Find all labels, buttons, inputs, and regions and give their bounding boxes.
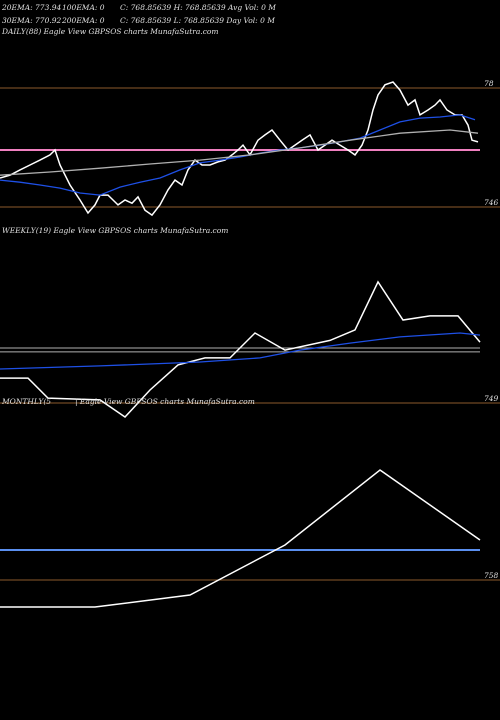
panel-title: | Eagle View GBPSOS charts MunafaSutra.c… (75, 397, 255, 406)
price-line (0, 332, 481, 370)
y-tick-label: 746 (484, 198, 499, 207)
price-line (0, 469, 481, 608)
price-line (0, 81, 479, 217)
panel-title: MONTHLY(5 (1, 397, 51, 406)
header-text: C: 768.85639 L: 768.85639 Day Vol: 0 M (120, 16, 275, 25)
header-text: C: 768.85639 H: 768.85639 Avg Vol: 0 M (120, 3, 276, 12)
header-text: 30EMA: 770.92 (2, 16, 61, 25)
y-tick-label: 758 (484, 571, 499, 580)
panel-title: WEEKLY(19) Eagle View GBPSOS charts Muna… (2, 226, 228, 235)
price-line (0, 280, 481, 418)
price-line (0, 114, 476, 196)
price-line (0, 129, 479, 176)
header-text: 100EMA: 0 (62, 3, 105, 12)
panel-title: DAILY(88) Eagle View GBPSOS charts Munaf… (1, 27, 219, 36)
header-text: 20EMA: 773.94 (1, 3, 61, 12)
y-tick-label: 78 (484, 79, 494, 88)
y-tick-label: 749 (484, 394, 499, 403)
header-text: 200EMA: 0 (61, 16, 105, 25)
